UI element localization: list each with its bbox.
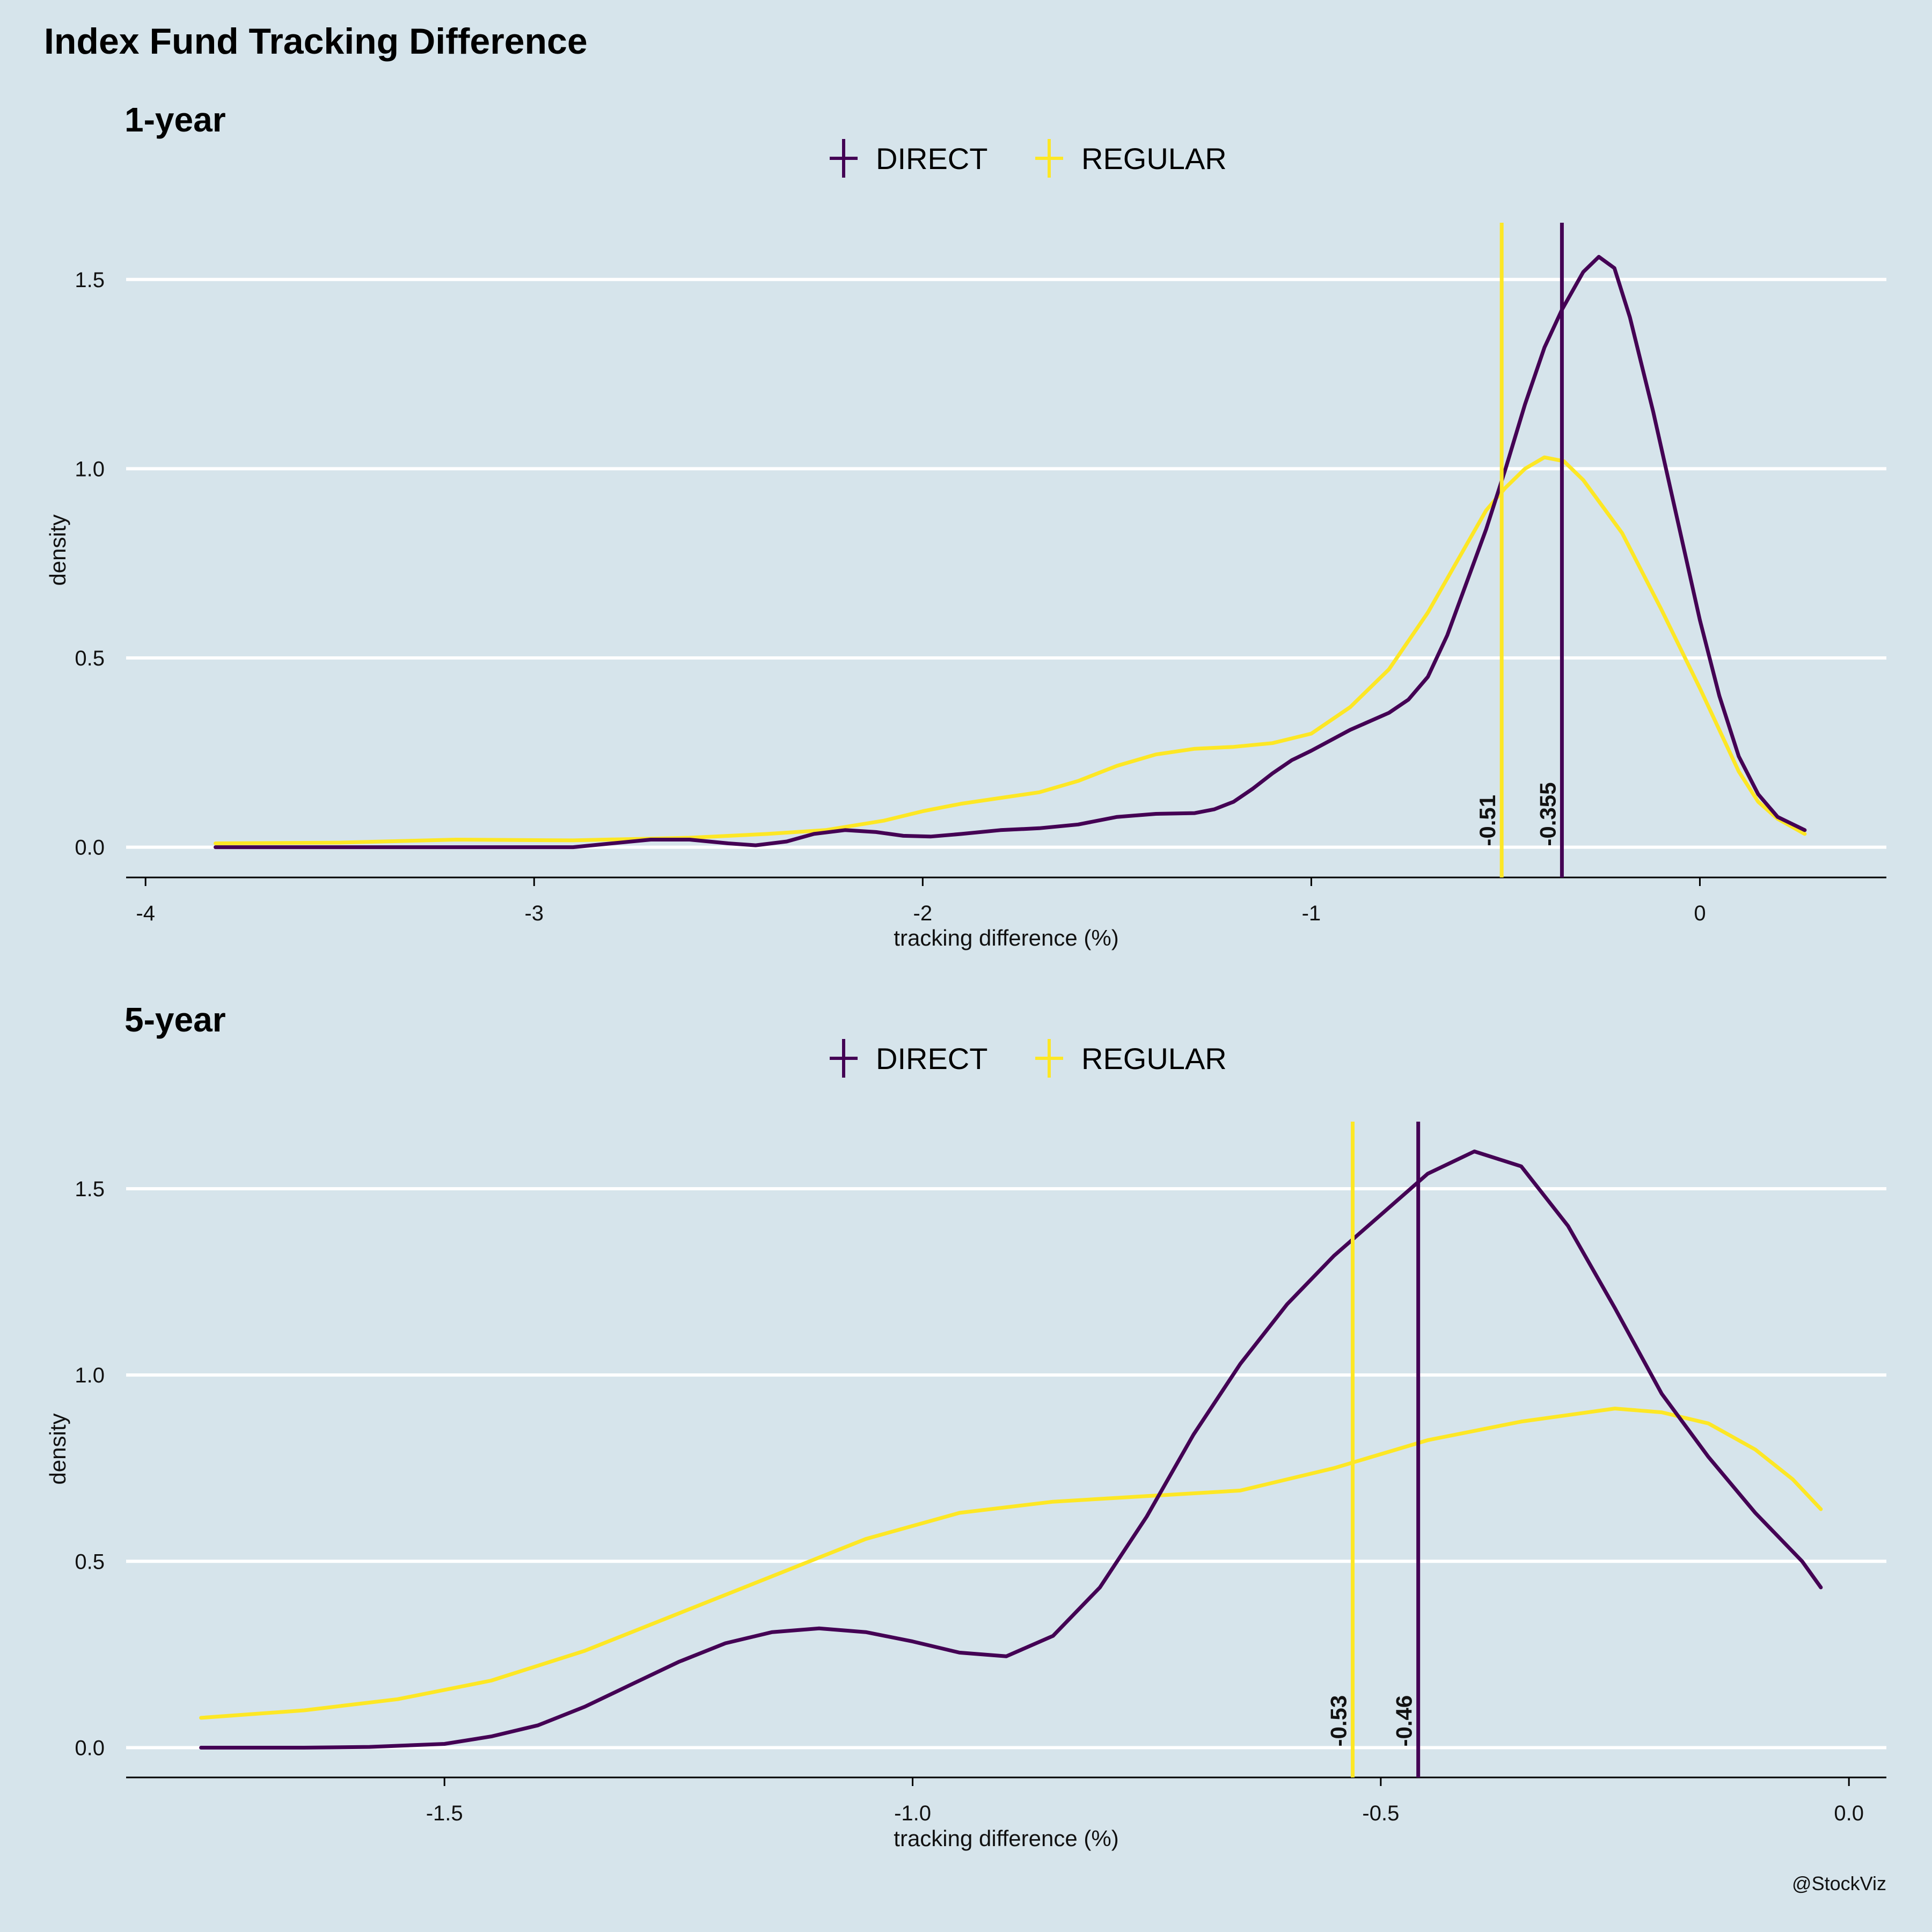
y-tick-label: 1.5 [75, 1177, 105, 1201]
y-tick-label: 0.5 [75, 647, 105, 670]
panels: 1-year DIRECT REGULAR 0.0 0.5 1.0 1.5 -4 -3 -2 -1 0… [45, 100, 1886, 1851]
legend-label: REGULAR [1081, 142, 1227, 175]
legend-item-direct: DIRECT [830, 1039, 987, 1078]
x-tick-label: -2 [913, 902, 933, 925]
legend-label: REGULAR [1081, 1042, 1227, 1075]
mean-label-regular: -0.53 [1326, 1695, 1351, 1747]
chart-title: Index Fund Tracking Difference [44, 21, 588, 62]
legend-label: DIRECT [876, 1042, 987, 1075]
x-tick-label: -1.5 [426, 1802, 463, 1825]
x-tick-label: 0.0 [1834, 1802, 1864, 1825]
y-tick-label: 1.5 [75, 268, 105, 292]
x-axis-title: tracking difference (%) [894, 1826, 1118, 1851]
y-axis-title: density [45, 514, 70, 586]
legend-item-direct: DIRECT [830, 139, 987, 178]
mean-label-direct: -0.46 [1392, 1695, 1417, 1747]
legend-item-regular: REGULAR [1035, 139, 1227, 178]
density-line-regular [199, 1407, 1823, 1720]
legend-item-regular: REGULAR [1035, 1039, 1227, 1078]
x-axis-title: tracking difference (%) [894, 925, 1118, 950]
density-line-regular [214, 455, 1807, 845]
y-tick-label: 0.5 [75, 1550, 105, 1574]
x-tick-label: -1.0 [894, 1802, 931, 1825]
density-line-direct [199, 1150, 1823, 1750]
legend: DIRECT REGULAR [830, 1039, 1227, 1078]
legend-label: DIRECT [876, 142, 987, 175]
mean-label-regular: -0.51 [1475, 795, 1500, 846]
x-tick-label: 0 [1694, 902, 1706, 925]
y-tick-label: 0.0 [75, 1736, 105, 1760]
panel-1: 1-year DIRECT REGULAR 0.0 0.5 1.0 1.5 -4 -3 -2 -1 0… [45, 100, 1886, 950]
y-tick-label: 1.0 [75, 457, 105, 481]
y-axis-title: density [45, 1413, 70, 1484]
legend: DIRECT REGULAR [830, 139, 1227, 178]
caption: @StockViz [1792, 1872, 1886, 1894]
x-tick-label: -1 [1302, 902, 1321, 925]
y-tick-label: 1.0 [75, 1364, 105, 1387]
x-tick-label: -3 [524, 902, 544, 925]
panel-title: 1-year [125, 100, 226, 139]
y-tick-label: 0.0 [75, 836, 105, 860]
x-tick-label: -4 [136, 902, 155, 925]
panel-2: 5-year DIRECT REGULAR 0.0 0.5 1.0 1.5 -1.5 -1.0 -… [45, 1000, 1886, 1851]
density-line-direct [214, 255, 1807, 850]
mean-label-direct: -0.355 [1535, 782, 1560, 846]
x-tick-label: -0.5 [1362, 1802, 1399, 1825]
panel-title: 5-year [125, 1000, 226, 1039]
